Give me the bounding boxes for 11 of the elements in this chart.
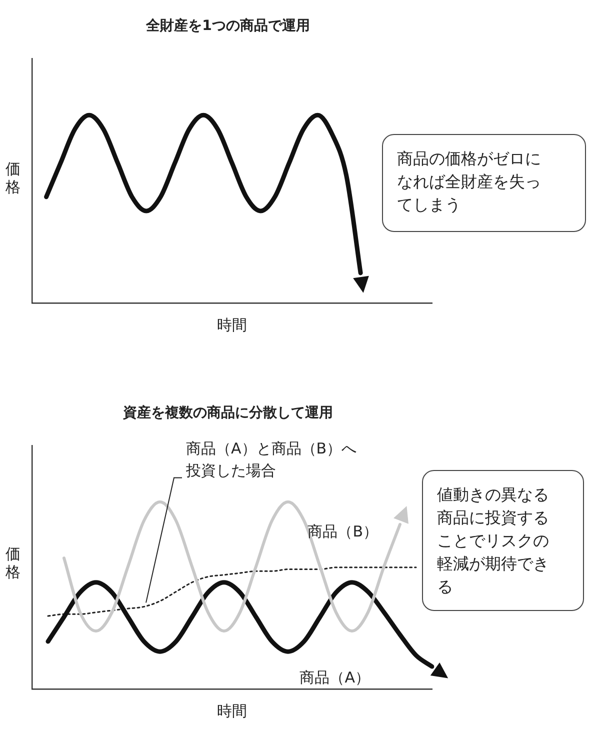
- text: 商品（A）と商品（B）へ投資した場合: [185, 440, 357, 480]
- series-label: 商品（A）: [300, 668, 370, 686]
- text: 値動きの異なる商品に投資することでリスクの軽減が期待できる: [437, 484, 550, 598]
- series-label: 商品（B）: [308, 522, 378, 540]
- y-axis-title: 価格: [4, 160, 22, 196]
- x-axis-title: 時間: [217, 316, 247, 334]
- chart-title: 全財産を1つの商品で運用: [145, 17, 310, 34]
- annotation: 商品の価格がゼロになれば全財産を失ってしまう: [397, 148, 542, 216]
- chart-title: 資産を複数の商品に分散して運用: [122, 404, 333, 422]
- x-axis-title: 時間: [217, 702, 247, 720]
- y-axis-title: 価格: [4, 545, 22, 581]
